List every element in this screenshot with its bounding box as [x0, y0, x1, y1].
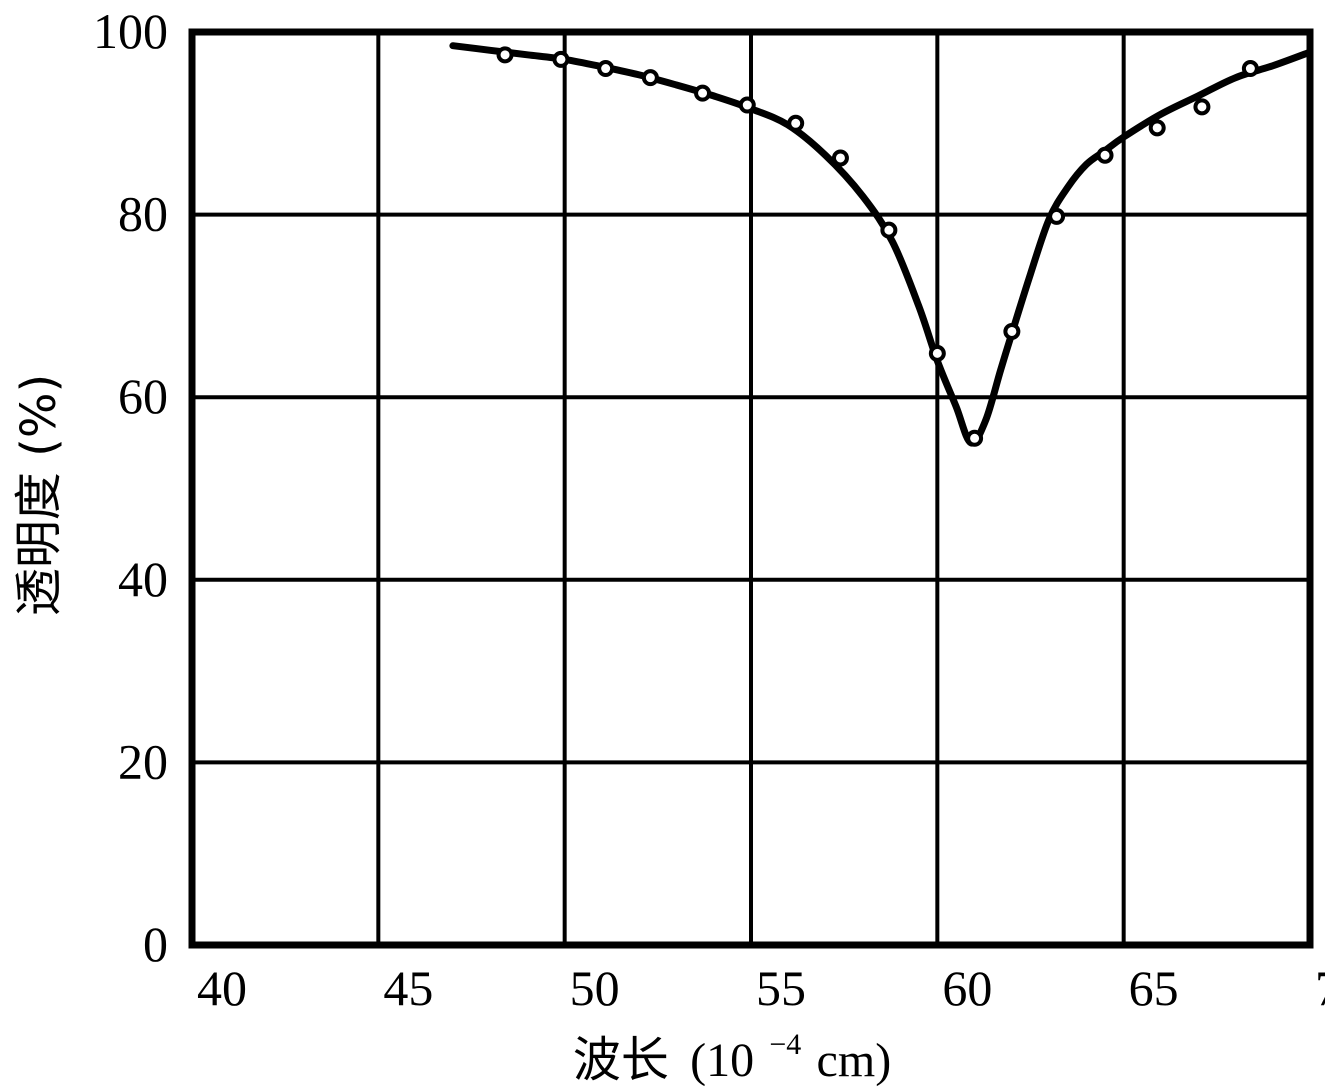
tick-labels: 40 45 50 55 60 65 70 0 20 40 60 80 100: [93, 3, 1325, 1016]
y-tick-label: 20: [118, 733, 168, 789]
data-point-marker: [1003, 322, 1021, 340]
data-point-marker: [1048, 207, 1066, 225]
x-axis-unit-suffix: cm): [817, 1034, 892, 1087]
x-axis-unit-exponent: −4: [769, 1028, 801, 1061]
x-tick-label: 45: [383, 960, 433, 1016]
x-tick-label: 40: [197, 960, 247, 1016]
x-tick-label: 55: [756, 960, 806, 1016]
data-point-marker: [552, 50, 570, 68]
y-tick-label: 100: [93, 3, 168, 59]
data-point-marker: [787, 114, 805, 132]
y-tick-label: 40: [118, 551, 168, 607]
data-point-marker: [1193, 98, 1211, 116]
x-axis-label-text: 波长: [573, 1032, 669, 1088]
data-point-marker: [831, 149, 849, 167]
y-tick-label: 0: [143, 916, 168, 972]
data-curve-layer: [449, 42, 1314, 447]
data-point-marker: [880, 221, 898, 239]
transmittance-curve: [449, 42, 1314, 447]
data-point-marker: [1096, 146, 1114, 164]
data-point-marker: [597, 60, 615, 78]
y-axis-label: 透明度 (%): [11, 374, 67, 616]
x-tick-label: 70: [1315, 960, 1325, 1016]
x-tick-label: 65: [1129, 960, 1179, 1016]
x-tick-label: 50: [570, 960, 620, 1016]
chart-grid: [192, 32, 1310, 945]
data-point-marker: [641, 69, 659, 87]
data-point-marker: [694, 84, 712, 102]
x-tick-label: 60: [942, 960, 992, 1016]
data-point-marker: [928, 344, 946, 362]
data-point-marker: [738, 96, 756, 114]
data-markers-layer: [496, 46, 1259, 447]
y-tick-label: 80: [118, 186, 168, 242]
data-point-marker: [1241, 60, 1259, 78]
y-tick-label: 60: [118, 368, 168, 424]
data-point-marker: [1148, 119, 1166, 137]
plot-frame: [188, 28, 1314, 949]
x-axis-label: 波长 (10 −4 cm): [573, 1010, 891, 1088]
x-axis-unit-prefix: (10: [690, 1034, 754, 1087]
data-point-marker: [966, 429, 984, 447]
data-point-marker: [496, 46, 514, 64]
